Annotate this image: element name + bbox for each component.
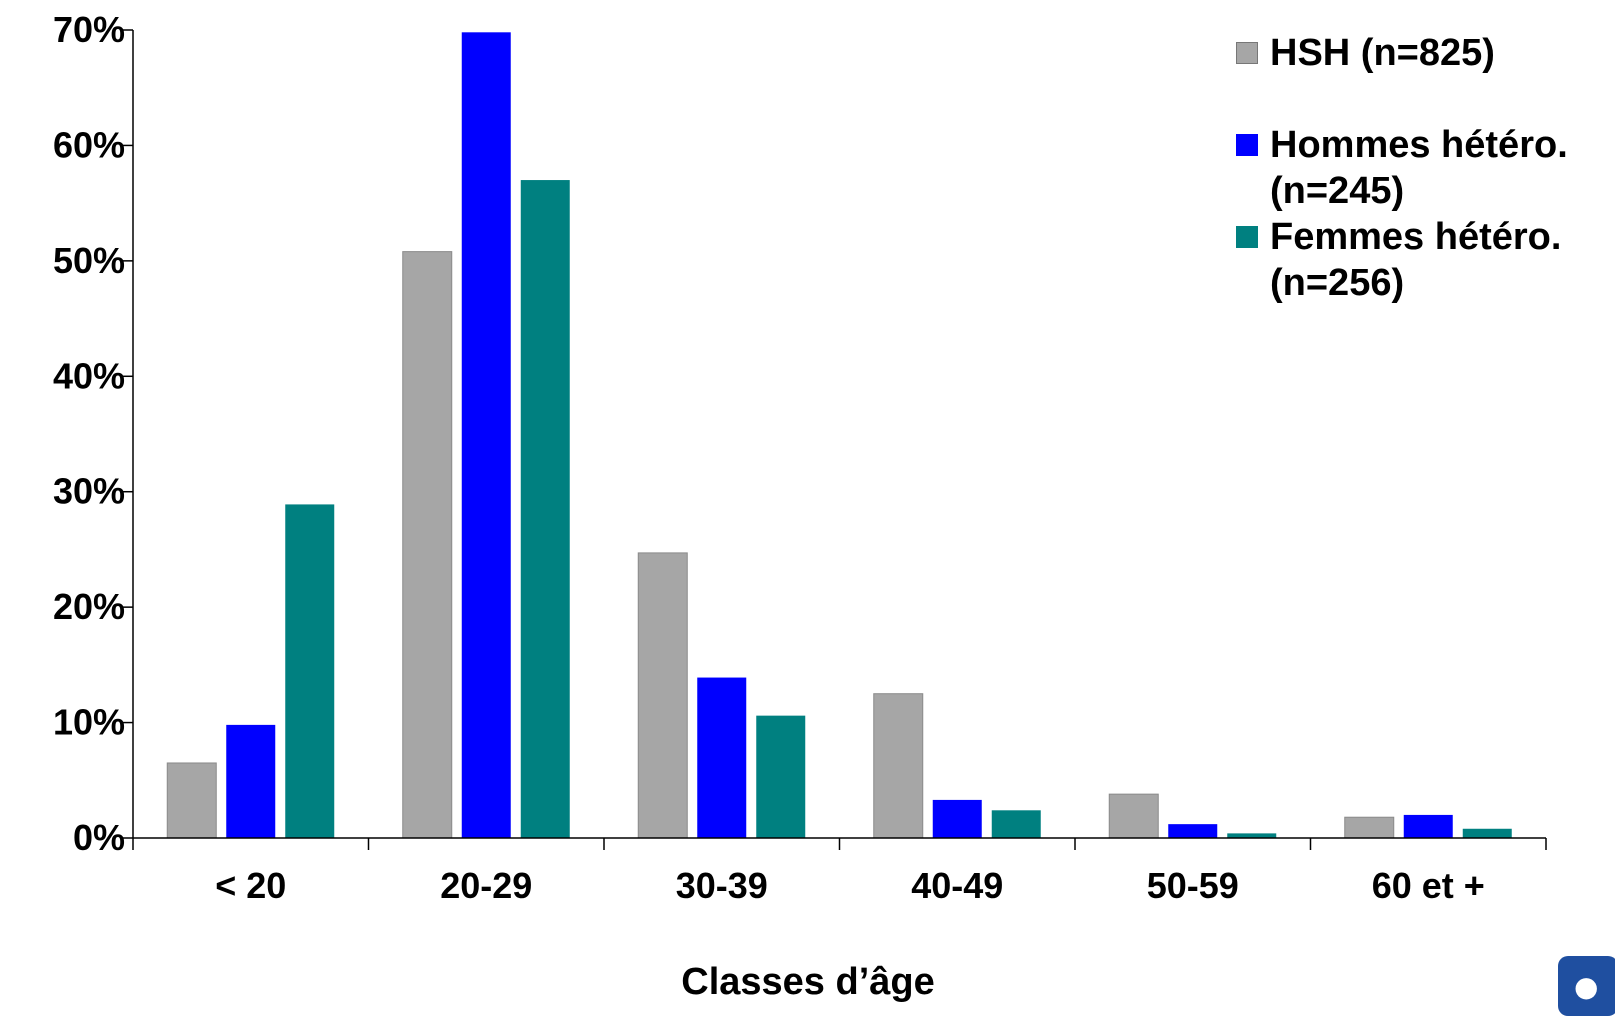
x-axis-title: Classes d’âge <box>681 961 934 1003</box>
bar-hommes-hetero <box>461 32 511 838</box>
legend-item-femmes-hetero: Femmes hétéro. (n=256) <box>1236 214 1615 306</box>
legend-swatch-hommes-hetero <box>1236 134 1258 156</box>
bar-femmes-hetero <box>991 810 1041 838</box>
legend: HSH (n=825) Hommes hétéro. (n=245) Femme… <box>1236 30 1615 306</box>
legend-item-hommes-hetero: Hommes hétéro. (n=245) <box>1236 122 1615 214</box>
bar-hsh <box>1344 816 1395 839</box>
bar-hsh <box>637 552 688 839</box>
legend-item-hsh: HSH (n=825) <box>1236 30 1615 76</box>
y-tick-label: 70% <box>53 9 125 50</box>
bar-femmes-hetero <box>520 180 570 839</box>
legend-swatch-hsh <box>1236 42 1258 64</box>
bar-hsh <box>166 762 217 839</box>
x-tick-label: 60 et + <box>1372 865 1485 906</box>
legend-label-femmes-hetero: Femmes hétéro. (n=256) <box>1270 216 1562 304</box>
x-tick-label: 30-39 <box>676 865 768 906</box>
bar-hommes-hetero <box>697 677 747 838</box>
y-tick-label: 60% <box>53 124 125 165</box>
logo-icon: ● <box>1558 956 1615 1016</box>
bar-hsh <box>402 251 453 839</box>
bar-femmes-hetero <box>756 715 806 838</box>
logo-mark-icon: ● <box>1574 970 1599 1003</box>
legend-label-hsh: HSH (n=825) <box>1270 32 1495 74</box>
legend-swatch-femmes-hetero <box>1236 226 1258 248</box>
bar-femmes-hetero <box>1227 833 1277 838</box>
y-tick-label: 0% <box>73 817 125 858</box>
bar-hsh <box>1108 793 1159 839</box>
y-axis-ticks: 0% 10% 20% 30% 40% 50% 60% 70% <box>53 9 134 858</box>
x-tick-label: 50-59 <box>1147 865 1239 906</box>
y-tick-label: 40% <box>53 355 125 396</box>
x-tick-label: < 20 <box>215 865 286 906</box>
bar-hommes-hetero <box>1403 814 1453 838</box>
bars <box>166 32 1512 839</box>
x-tick-label: 20-29 <box>440 865 532 906</box>
y-tick-label: 20% <box>53 586 125 627</box>
bar-femmes-hetero <box>1462 828 1512 838</box>
x-tick-label: 40-49 <box>911 865 1003 906</box>
y-tick-label: 10% <box>53 702 125 743</box>
bar-hsh <box>873 693 924 839</box>
bar-hommes-hetero <box>226 724 276 838</box>
legend-label-hommes-hetero: Hommes hétéro. (n=245) <box>1270 124 1568 212</box>
x-axis: < 20 20-29 30-39 40-49 50-59 60 et + <box>132 837 1547 906</box>
y-tick-label: 30% <box>53 471 125 512</box>
bar-hommes-hetero <box>932 799 982 838</box>
bar-femmes-hetero <box>285 504 335 838</box>
bar-hommes-hetero <box>1168 824 1218 838</box>
y-tick-label: 50% <box>53 240 125 281</box>
